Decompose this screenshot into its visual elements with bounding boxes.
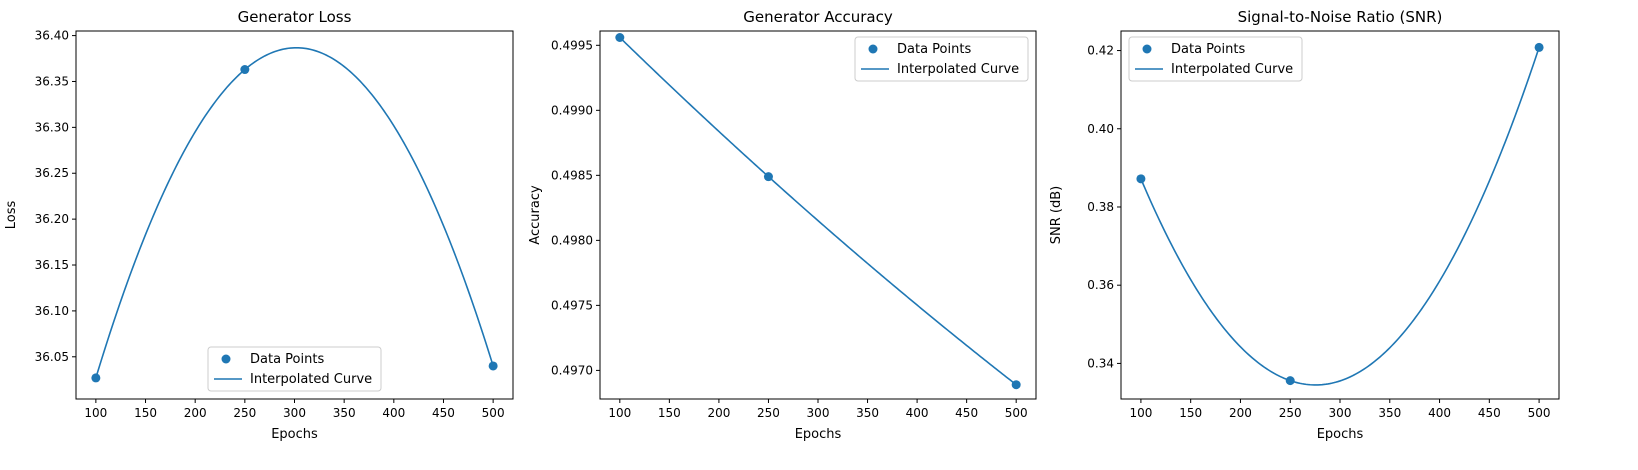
data-point bbox=[240, 65, 250, 75]
x-tick-label: 150 bbox=[1179, 406, 1202, 420]
x-tick-label: 100 bbox=[84, 406, 107, 420]
x-axis-label: Epochs bbox=[795, 427, 842, 442]
y-tick-label: 0.36 bbox=[1087, 278, 1114, 292]
y-tick-label: 36.40 bbox=[35, 29, 69, 43]
y-tick-label: 0.4995 bbox=[551, 38, 593, 52]
x-tick-label: 400 bbox=[1428, 406, 1451, 420]
x-tick-label: 300 bbox=[807, 406, 830, 420]
y-tick-label: 0.38 bbox=[1087, 200, 1114, 214]
legend-box bbox=[207, 346, 382, 392]
plot-frame bbox=[599, 30, 1037, 400]
plot-frame bbox=[75, 30, 514, 400]
legend-label: Data Points bbox=[897, 42, 971, 57]
legend-label: Data Points bbox=[1171, 42, 1245, 57]
y-axis-label: SNR (dB) bbox=[1049, 186, 1064, 244]
legend-marker-data-points bbox=[868, 44, 878, 54]
chart-panel-3: Signal-to-Noise Ratio (SNR) 100 150 200 250 3… bbox=[1049, 8, 1560, 442]
plot-frame bbox=[1120, 30, 1560, 400]
data-point bbox=[763, 172, 773, 182]
legend-marker-data-points bbox=[1142, 44, 1152, 54]
x-tick-label: 400 bbox=[382, 406, 405, 420]
y-tick-label: 0.4975 bbox=[551, 298, 593, 312]
legend: Data Points Interpolated Curve bbox=[1128, 36, 1303, 82]
x-tick-label: 450 bbox=[1478, 406, 1501, 420]
x-tick-label: 250 bbox=[757, 406, 780, 420]
x-tick-label: 450 bbox=[955, 406, 978, 420]
chart-title: Generator Accuracy bbox=[743, 8, 893, 26]
x-tick-label: 250 bbox=[1279, 406, 1302, 420]
interpolated-curve bbox=[1140, 47, 1540, 386]
y-tick-label: 0.4985 bbox=[551, 168, 593, 182]
y-tick-label: 36.10 bbox=[35, 304, 69, 318]
legend: Data Points Interpolated Curve bbox=[854, 36, 1029, 82]
legend-label: Interpolated Curve bbox=[250, 372, 372, 387]
y-tick-label: 0.4970 bbox=[551, 363, 593, 377]
y-tick-label: 36.30 bbox=[35, 120, 69, 134]
y-tick-label: 0.40 bbox=[1087, 122, 1114, 136]
x-tick-label: 350 bbox=[856, 406, 879, 420]
x-tick-label: 300 bbox=[1329, 406, 1352, 420]
y-tick-label: 36.05 bbox=[35, 350, 69, 364]
y-tick-label: 0.34 bbox=[1087, 356, 1114, 370]
y-tick-label: 0.4990 bbox=[551, 103, 593, 117]
y-tick-label: 0.4980 bbox=[551, 233, 593, 247]
x-tick-label: 200 bbox=[1229, 406, 1252, 420]
x-tick-label: 350 bbox=[333, 406, 356, 420]
x-tick-label: 150 bbox=[134, 406, 157, 420]
x-tick-label: 200 bbox=[707, 406, 730, 420]
data-point bbox=[615, 33, 625, 43]
y-tick-label: 36.35 bbox=[35, 74, 69, 88]
y-tick-label: 36.20 bbox=[35, 212, 69, 226]
chart-title: Signal-to-Noise Ratio (SNR) bbox=[1238, 8, 1443, 26]
data-point bbox=[488, 361, 498, 371]
legend: Data Points Interpolated Curve bbox=[207, 346, 382, 392]
y-axis-label: Accuracy bbox=[528, 185, 543, 245]
legend-marker-data-points bbox=[221, 354, 231, 364]
legend-label: Interpolated Curve bbox=[897, 62, 1019, 77]
data-point bbox=[91, 373, 101, 383]
y-axis-label: Loss bbox=[4, 201, 19, 230]
y-tick-label: 36.25 bbox=[35, 166, 69, 180]
x-tick-label: 100 bbox=[1129, 406, 1152, 420]
x-axis-label: Epochs bbox=[1317, 427, 1364, 442]
y-tick-label: 36.15 bbox=[35, 258, 69, 272]
legend-label: Interpolated Curve bbox=[1171, 62, 1293, 77]
x-tick-label: 300 bbox=[283, 406, 306, 420]
chart-panel-2: Generator Accuracy 100 150 200 250 300 350 400 4… bbox=[528, 8, 1037, 442]
data-point bbox=[1011, 380, 1021, 390]
x-tick-label: 100 bbox=[608, 406, 631, 420]
x-tick-label: 250 bbox=[233, 406, 256, 420]
chart-title: Generator Loss bbox=[238, 8, 352, 26]
x-tick-label: 450 bbox=[432, 406, 455, 420]
legend-box bbox=[1128, 36, 1303, 82]
x-tick-label: 500 bbox=[1528, 406, 1551, 420]
x-axis-label: Epochs bbox=[271, 427, 318, 442]
x-tick-label: 350 bbox=[1378, 406, 1401, 420]
x-tick-label: 200 bbox=[184, 406, 207, 420]
y-tick-label: 0.42 bbox=[1087, 44, 1114, 58]
legend-label: Data Points bbox=[250, 352, 324, 367]
legend-box bbox=[854, 36, 1029, 82]
data-point bbox=[1285, 376, 1295, 386]
interpolated-curve bbox=[619, 36, 1017, 386]
interpolated-curve bbox=[95, 46, 494, 379]
x-tick-label: 500 bbox=[482, 406, 505, 420]
data-point bbox=[1534, 42, 1544, 52]
x-tick-label: 150 bbox=[658, 406, 681, 420]
chart-panel-1: Generator Loss 100 150 200 250 300 350 400 450 50… bbox=[4, 8, 514, 442]
data-point bbox=[1136, 174, 1146, 184]
x-tick-label: 400 bbox=[906, 406, 929, 420]
x-tick-label: 500 bbox=[1005, 406, 1028, 420]
